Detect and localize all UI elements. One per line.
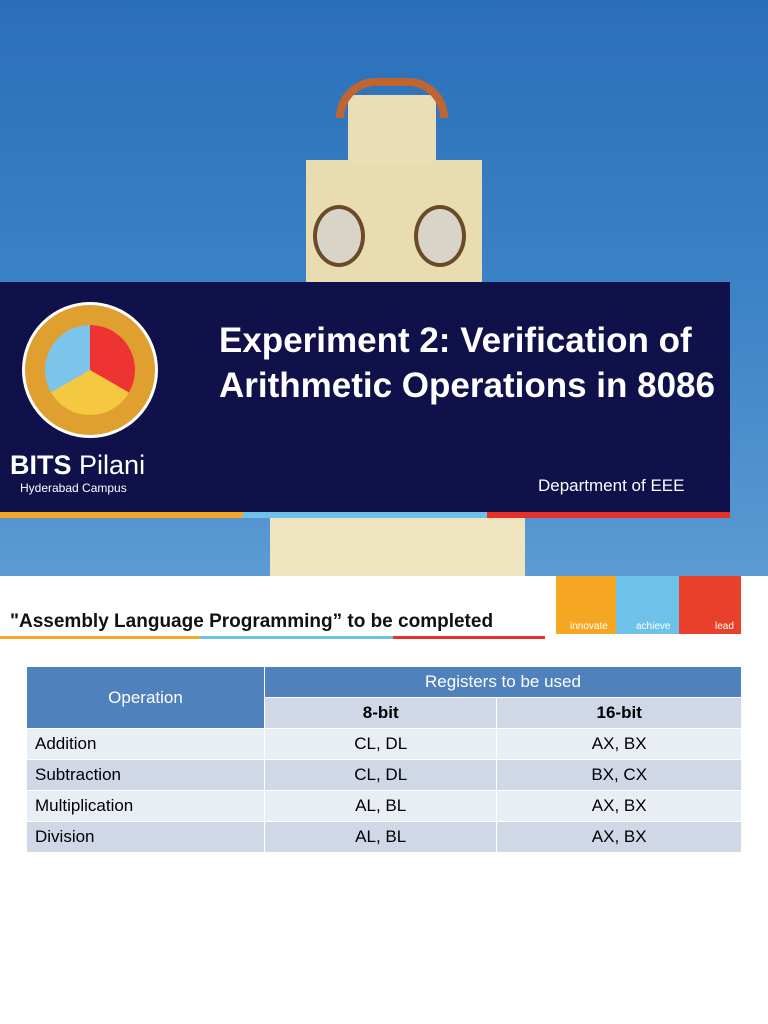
table-row: Division AL, BL AX, BX bbox=[26, 821, 742, 853]
registers-table: Operation Registers to be used 8-bit 16-… bbox=[26, 666, 742, 853]
clock-icon bbox=[313, 205, 365, 267]
tagline-lead: lead bbox=[679, 576, 741, 634]
header-registers: Registers to be used bbox=[264, 666, 742, 698]
stripe-red bbox=[487, 512, 730, 518]
tower-dome bbox=[336, 78, 448, 118]
stripe-orange bbox=[0, 512, 243, 518]
brand-name: BITS Pilani bbox=[10, 450, 146, 480]
subtitle: "Assembly Language Programming” to be co… bbox=[10, 611, 494, 632]
underline-blue bbox=[200, 636, 393, 639]
campus-name: Hyderabad Campus bbox=[20, 481, 127, 495]
department: Department of EEE bbox=[538, 476, 685, 495]
header-8bit: 8-bit bbox=[263, 697, 498, 729]
tagline-strip: innovate achieve lead bbox=[556, 576, 741, 634]
underline-orange bbox=[0, 636, 200, 639]
header-operation: Operation bbox=[26, 666, 265, 729]
stripe-blue bbox=[243, 512, 487, 518]
table-row: Addition CL, DL AX, BX bbox=[26, 728, 742, 760]
slide-title: Experiment 2: Verification of Arithmetic… bbox=[219, 321, 715, 405]
header-16bit: 16-bit bbox=[496, 697, 742, 729]
clock-icon bbox=[414, 205, 466, 267]
tagline-achieve: achieve bbox=[616, 576, 679, 634]
tagline-innovate: innovate bbox=[556, 576, 616, 634]
underline-red bbox=[393, 636, 545, 639]
bits-logo bbox=[22, 302, 158, 438]
table-row: Subtraction CL, DL BX, CX bbox=[26, 759, 742, 791]
table-row: Multiplication AL, BL AX, BX bbox=[26, 790, 742, 822]
